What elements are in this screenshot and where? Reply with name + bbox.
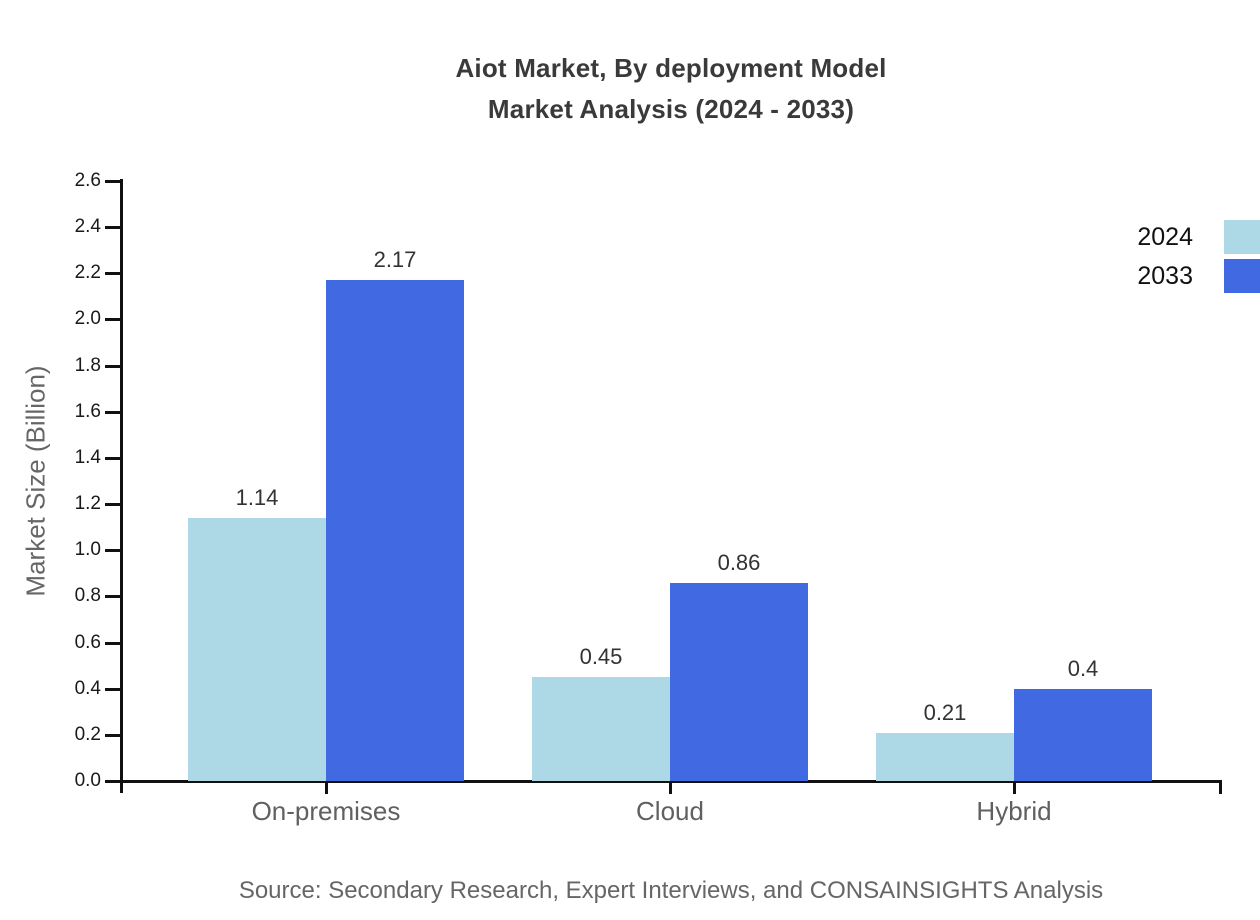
bar-2024-on-premises	[188, 517, 326, 781]
x-tick	[325, 781, 328, 794]
y-tick-label: 0.2	[74, 723, 101, 745]
y-tick-label: 1.4	[74, 446, 101, 468]
y-tick	[105, 410, 120, 414]
y-tick-label: 1.2	[74, 493, 101, 515]
y-tick	[105, 272, 120, 276]
x-axis-end-tick	[1219, 781, 1222, 794]
y-tick	[105, 226, 120, 230]
value-label: 0.21	[923, 699, 967, 725]
y-tick	[105, 780, 120, 783]
bar-2024-cloud	[532, 677, 670, 781]
legend-label-2024: 2024	[1137, 222, 1193, 251]
value-label: 0.45	[579, 644, 623, 670]
chart-title-line1: Aiot Market, By deployment Model	[455, 53, 887, 83]
legend-swatch-2033	[1224, 259, 1260, 293]
y-axis-spine	[120, 179, 123, 793]
y-tick	[105, 318, 120, 322]
bar-2024-hybrid	[876, 732, 1014, 781]
y-tick	[105, 456, 120, 460]
legend-item-2024: 2024	[1137, 219, 1260, 255]
y-tick	[105, 733, 120, 737]
y-tick	[105, 364, 120, 368]
y-tick-label: 2.0	[74, 308, 101, 330]
x-tick	[669, 781, 672, 794]
y-tick-label: 2.4	[74, 216, 101, 238]
y-tick-label: 0.8	[74, 585, 101, 607]
legend-label-2033: 2033	[1137, 261, 1193, 290]
chart-title: Aiot Market, By deployment Model Market …	[121, 48, 1221, 130]
x-category-label: Hybrid	[976, 796, 1052, 826]
legend-item-2033: 2033	[1137, 258, 1260, 294]
y-tick	[105, 180, 120, 183]
y-tick-label: 2.6	[74, 170, 101, 191]
y-tick-label: 0.0	[74, 770, 101, 791]
y-tick	[105, 595, 120, 599]
y-tick-label: 1.0	[74, 539, 101, 561]
y-tick	[105, 503, 120, 507]
source-note: Source: Secondary Research, Expert Inter…	[238, 877, 1104, 904]
x-category-label: Cloud	[636, 796, 704, 826]
y-tick-label: 1.8	[74, 354, 101, 376]
legend-swatch-2024	[1224, 220, 1260, 254]
value-label: 0.86	[717, 549, 761, 575]
y-tick-label: 2.2	[74, 262, 101, 284]
bar-2033-cloud	[670, 582, 808, 781]
y-tick-label: 0.6	[74, 631, 101, 653]
value-label: 0.4	[1067, 655, 1099, 681]
y-tick-label: 1.6	[74, 400, 101, 422]
x-category-label: On-premises	[251, 796, 401, 826]
chart-title-line2: Market Analysis (2024 - 2033)	[487, 94, 855, 124]
value-label: 2.17	[373, 247, 417, 273]
y-tick	[105, 641, 120, 645]
x-tick	[1013, 781, 1016, 794]
bar-2033-hybrid	[1014, 688, 1152, 781]
y-tick-label: 0.4	[74, 677, 101, 699]
value-label: 1.14	[235, 484, 279, 510]
bar-2033-on-premises	[326, 280, 464, 781]
y-tick	[105, 549, 120, 553]
y-tick	[105, 687, 120, 691]
